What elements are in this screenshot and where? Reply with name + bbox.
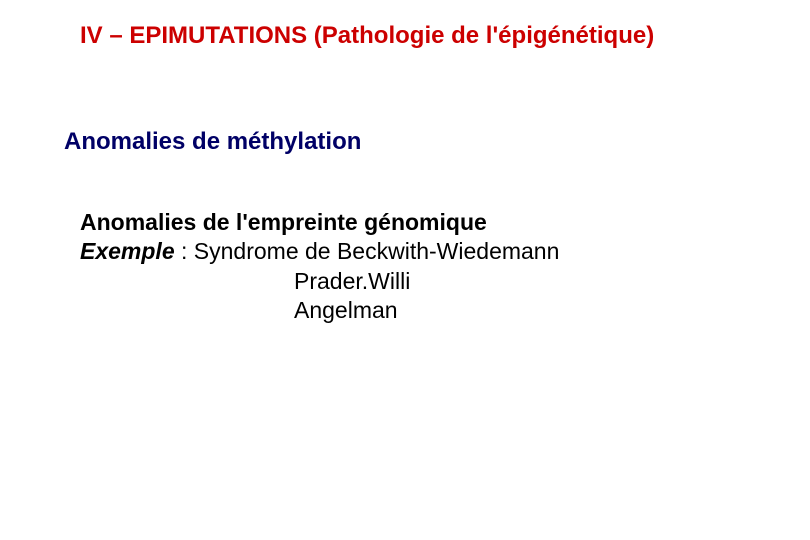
example-value: : Syndrome de Beckwith-Wiedemann xyxy=(175,238,560,264)
subtitle: Anomalies de méthylation xyxy=(64,128,361,156)
section-title: IV – EPIMUTATIONS (Pathologie de l'épigé… xyxy=(80,22,654,50)
slide: IV – EPIMUTATIONS (Pathologie de l'épigé… xyxy=(0,0,810,540)
example-item-1: Prader.Willi xyxy=(80,267,410,296)
example-label: Exemple xyxy=(80,238,175,264)
body-text: Anomalies de l'empreinte génomique Exemp… xyxy=(80,208,559,326)
example-item-2: Angelman xyxy=(80,296,398,325)
body-line-1: Anomalies de l'empreinte génomique xyxy=(80,209,487,235)
